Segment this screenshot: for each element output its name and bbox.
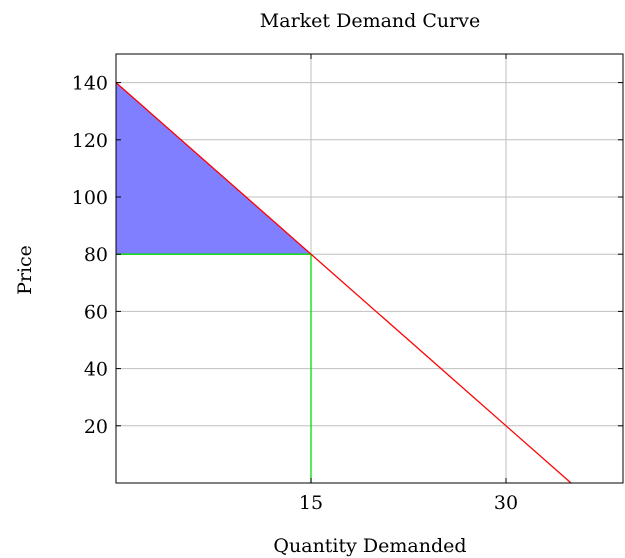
y-tick-label: 80 — [84, 244, 108, 266]
tick-labels: 15 30 20 40 60 80 100 120 140 — [72, 54, 623, 514]
y-tick-label: 20 — [84, 416, 108, 438]
grid-lines — [116, 54, 623, 483]
y-tick-label: 40 — [84, 359, 108, 381]
chart-title: Market Demand Curve — [260, 10, 480, 32]
y-tick-label: 120 — [72, 130, 108, 152]
x-tick-label: 30 — [494, 492, 518, 514]
x-axis-label: Quantity Demanded — [273, 535, 466, 557]
y-tick-label: 60 — [84, 301, 108, 323]
x-tick-label: 15 — [299, 492, 323, 514]
y-tick-label: 140 — [72, 73, 108, 95]
y-axis-label: Price — [14, 245, 36, 295]
y-tick-label: 100 — [72, 187, 108, 209]
plot-marks — [116, 82, 572, 483]
demand-line — [116, 82, 572, 483]
plot-frame — [115, 53, 624, 484]
